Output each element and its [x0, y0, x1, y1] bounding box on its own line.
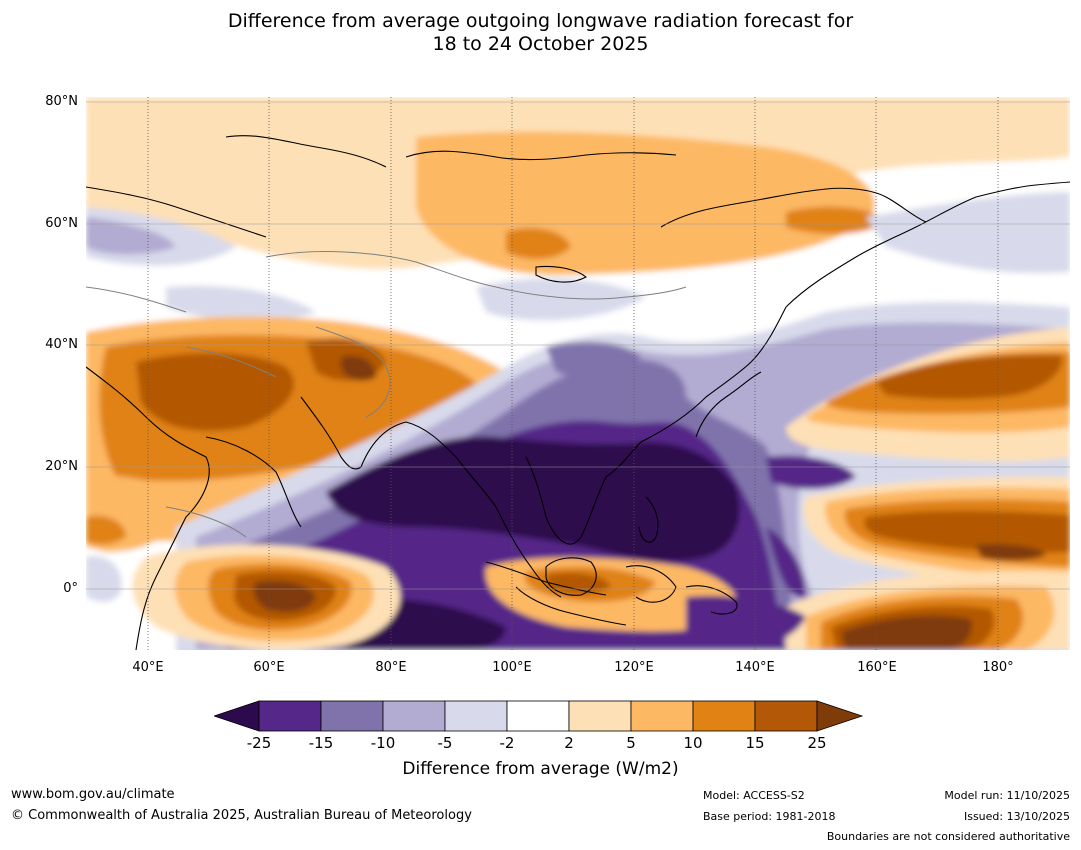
- copyright-text: © Commonwealth of Australia 2025, Austra…: [11, 808, 472, 823]
- map-title: Difference from average outgoing longwav…: [0, 10, 1081, 56]
- border: [165, 506, 247, 538]
- border: [185, 346, 277, 378]
- colorbar-tick-label: 15: [745, 734, 765, 752]
- anomaly-region: [841, 615, 972, 650]
- olr-anomaly-map: [86, 97, 1070, 650]
- colorbar-tick-label: -5: [437, 734, 453, 752]
- disclaimer-text: Boundaries are not considered authoritat…: [826, 830, 1070, 843]
- anomaly-region: [876, 354, 1062, 400]
- colorbar: [214, 700, 864, 732]
- anomaly-region: [86, 515, 126, 545]
- colorbar-tick-label: -2: [499, 734, 515, 752]
- anomaly-region: [686, 595, 806, 650]
- lat-label: 60°N: [45, 216, 78, 231]
- colorbar-segment: [320, 700, 384, 732]
- anomaly-region: [136, 352, 294, 431]
- anomaly-region: [86, 217, 176, 255]
- anomaly-region: [786, 206, 886, 234]
- lat-label: 40°N: [45, 337, 78, 352]
- coastline: [535, 265, 587, 283]
- colorbar-segment: [568, 700, 632, 732]
- base-period-text: Base period: 1981-2018: [703, 810, 836, 823]
- colorbar-tick-label: 25: [807, 734, 827, 752]
- lat-label: 20°N: [45, 459, 78, 474]
- coastline: [685, 585, 738, 615]
- coastline: [405, 150, 677, 161]
- colorbar-tick-label: 10: [683, 734, 703, 752]
- lon-label: 100°E: [492, 660, 532, 675]
- anomaly-region: [341, 355, 376, 381]
- coastline: [695, 371, 762, 438]
- lon-label: 160°E: [857, 660, 897, 675]
- anomaly-region: [866, 192, 1070, 274]
- coastline: [225, 135, 387, 168]
- coastlines: [86, 135, 1070, 650]
- website-text: www.bom.gov.au/climate: [11, 787, 175, 802]
- coastline: [785, 181, 1070, 308]
- colorbar-tick-label: 2: [564, 734, 574, 752]
- lat-label: 0°: [63, 581, 78, 596]
- coastline: [515, 586, 627, 626]
- lat-label: 80°N: [45, 94, 78, 109]
- lon-label: 140°E: [735, 660, 775, 675]
- anomaly-region: [506, 227, 571, 259]
- lon-label: 40°E: [132, 660, 164, 675]
- border: [495, 286, 687, 300]
- colorbar-tick-label: -15: [308, 734, 334, 752]
- coastline: [625, 565, 677, 603]
- border: [315, 326, 391, 418]
- colorbar-segment: [506, 700, 570, 732]
- model-run-text: Model run: 11/10/2025: [944, 789, 1070, 802]
- border: [265, 251, 497, 288]
- anomaly-region: [976, 544, 1046, 561]
- lon-label: 120°E: [614, 660, 654, 675]
- colorbar-segment: [444, 700, 508, 732]
- coastline: [660, 187, 927, 228]
- country-borders: [86, 251, 687, 538]
- lon-label: 60°E: [253, 660, 285, 675]
- colorbar-segment: [258, 700, 322, 732]
- colorbar-tick-label: 5: [626, 734, 636, 752]
- anomaly-region: [546, 341, 641, 377]
- colorbar-segment: [692, 700, 756, 732]
- anomaly-region: [166, 285, 316, 322]
- colorbar-segment: [382, 700, 446, 732]
- coastline: [638, 496, 659, 543]
- border: [86, 286, 187, 313]
- colorbar-extend-low: [214, 700, 260, 732]
- lon-label: 180°: [982, 660, 1014, 675]
- anomaly-region: [766, 527, 806, 598]
- graticule: [147, 97, 999, 650]
- colorbar-segment: [754, 700, 818, 732]
- title-line-2: 18 to 24 October 2025: [432, 33, 649, 55]
- colorbar-label: Difference from average (W/m2): [402, 759, 679, 779]
- coastline: [300, 396, 497, 508]
- anomaly-field: [86, 97, 1070, 650]
- colorbar-extend-high: [816, 700, 864, 732]
- coastline: [485, 561, 607, 596]
- coastline: [525, 306, 787, 545]
- coastline: [86, 366, 210, 650]
- anomaly-region: [476, 278, 646, 321]
- parallels: [86, 101, 1070, 590]
- model-text: Model: ACCESS-S2: [703, 789, 805, 802]
- colorbar-tick-label: -25: [246, 734, 272, 752]
- colorbar-segment: [630, 700, 694, 732]
- anomaly-region: [546, 572, 611, 594]
- anomaly-region: [326, 436, 740, 562]
- anomaly-region: [864, 510, 1070, 553]
- anomaly-region: [766, 455, 856, 489]
- anomaly-region: [86, 556, 122, 602]
- anomaly-region: [626, 97, 1070, 125]
- issued-text: Issued: 13/10/2025: [963, 810, 1070, 823]
- lon-label: 80°E: [375, 660, 407, 675]
- colorbar-tick-label: -10: [370, 734, 396, 752]
- coastline: [495, 506, 562, 598]
- title-line-1: Difference from average outgoing longwav…: [227, 10, 854, 32]
- coastline: [205, 436, 302, 528]
- coastline: [86, 186, 267, 238]
